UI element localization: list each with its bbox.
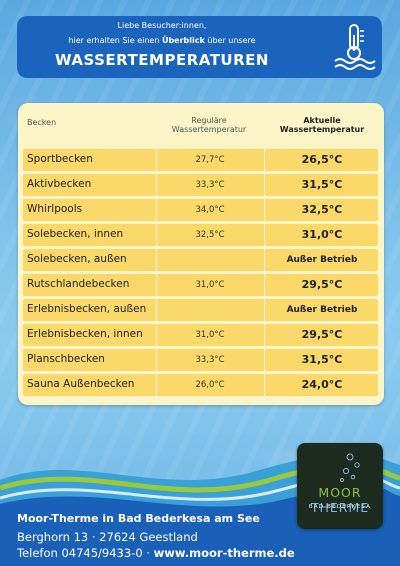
row-current: 24,0°C bbox=[301, 378, 343, 391]
row-regular: 31,0°C bbox=[195, 280, 225, 290]
footer-name: Moor-Therme in Bad Bederkesa am See bbox=[17, 512, 260, 525]
row-name: Sauna Außenbecken bbox=[27, 378, 135, 390]
temperature-table: Becken Reguläre Wassertemperatur Aktuell… bbox=[18, 103, 384, 405]
intro-pre: hier erhalten Sie einen bbox=[68, 36, 160, 45]
moor-therme-logo: MOOR THERME BAD BEDERKESA bbox=[297, 443, 383, 529]
page-title: WASSERTEMPERATUREN bbox=[55, 51, 269, 69]
row-regular: 34,0°C bbox=[195, 205, 225, 215]
intro-post: über unsere bbox=[207, 36, 256, 45]
intro-bold: Überblick bbox=[161, 36, 205, 45]
logo-therme: THERME bbox=[310, 500, 370, 515]
logo-subtitle: BAD BEDERKESA bbox=[308, 504, 372, 510]
row-regular: 27,7°C bbox=[195, 155, 225, 165]
row-current: 31,5°C bbox=[301, 178, 343, 191]
row-regular: 33,3°C bbox=[195, 355, 225, 365]
row-current: 31,5°C bbox=[301, 353, 343, 366]
table-row: Sauna Außenbecken 26,0°C 24,0°C bbox=[23, 374, 378, 396]
row-name: Rutschlandebecken bbox=[27, 278, 130, 290]
table-row: Rutschlandebecken 31,0°C 29,5°C bbox=[23, 274, 378, 296]
row-current: 26,5°C bbox=[301, 153, 343, 166]
thermometer-water-icon bbox=[334, 24, 376, 70]
table-row: Planschbecken 33,3°C 31,5°C bbox=[23, 349, 378, 371]
table-row: Erlebnisbecken, außen Außer Betrieb bbox=[23, 299, 378, 321]
row-current: 29,5°C bbox=[301, 328, 343, 341]
table-row: Sportbecken 27,7°C 26,5°C bbox=[23, 149, 378, 171]
footer-waves bbox=[0, 453, 400, 566]
row-current: Außer Betrieb bbox=[286, 255, 358, 265]
row-name: Solebecken, außen bbox=[27, 253, 127, 265]
intro-line: hier erhalten Sie einen Überblick über u… bbox=[17, 36, 307, 45]
header-banner: Liebe Besucher:innen, hier erhalten Sie … bbox=[17, 16, 382, 78]
row-current: Außer Betrieb bbox=[286, 305, 358, 315]
column-header-regular: Reguläre Wassertemperatur bbox=[171, 116, 247, 134]
table-row: Erlebnisbecken, innen 31,0°C 29,5°C bbox=[23, 324, 378, 346]
row-regular: 33,3°C bbox=[195, 180, 225, 190]
row-name: Planschbecken bbox=[27, 353, 105, 365]
logo-moor: MOOR bbox=[318, 485, 362, 500]
row-regular: 26,0°C bbox=[195, 380, 225, 390]
row-current: 32,5°C bbox=[301, 203, 343, 216]
table-row: Solebecken, außen Außer Betrieb bbox=[23, 249, 378, 271]
row-name: Aktivbecken bbox=[27, 178, 92, 190]
footer-phone: Telefon 04745/9433-0 · bbox=[17, 546, 150, 560]
row-name: Whirlpools bbox=[27, 203, 83, 215]
row-name: Sportbecken bbox=[27, 153, 93, 165]
row-name: Solebecken, innen bbox=[27, 228, 124, 240]
table-row: Whirlpools 34,0°C 32,5°C bbox=[23, 199, 378, 221]
row-regular: 32,5°C bbox=[195, 230, 225, 240]
footer-web-link[interactable]: www.moor-therme.de bbox=[153, 546, 295, 560]
greeting: Liebe Besucher:innen, bbox=[117, 21, 207, 30]
row-current: 31,0°C bbox=[301, 228, 343, 241]
row-current: 29,5°C bbox=[301, 278, 343, 291]
column-header-becken: Becken bbox=[27, 118, 57, 127]
footer-contact: Telefon 04745/9433-0 · www.moor-therme.d… bbox=[17, 546, 295, 560]
row-name: Erlebnisbecken, innen bbox=[27, 328, 143, 340]
row-name: Erlebnisbecken, außen bbox=[27, 303, 147, 315]
column-header-current: Aktuelle Wassertemperatur bbox=[279, 116, 365, 134]
table-row: Aktivbecken 33,3°C 31,5°C bbox=[23, 174, 378, 196]
logo-wordmark: MOOR THERME bbox=[297, 485, 383, 515]
bubbles-icon bbox=[340, 453, 360, 482]
row-regular: 31,0°C bbox=[195, 330, 225, 340]
table-row: Solebecken, innen 32,5°C 31,0°C bbox=[23, 224, 378, 246]
footer-address: Berghorn 13 · 27624 Geestland bbox=[17, 530, 198, 544]
